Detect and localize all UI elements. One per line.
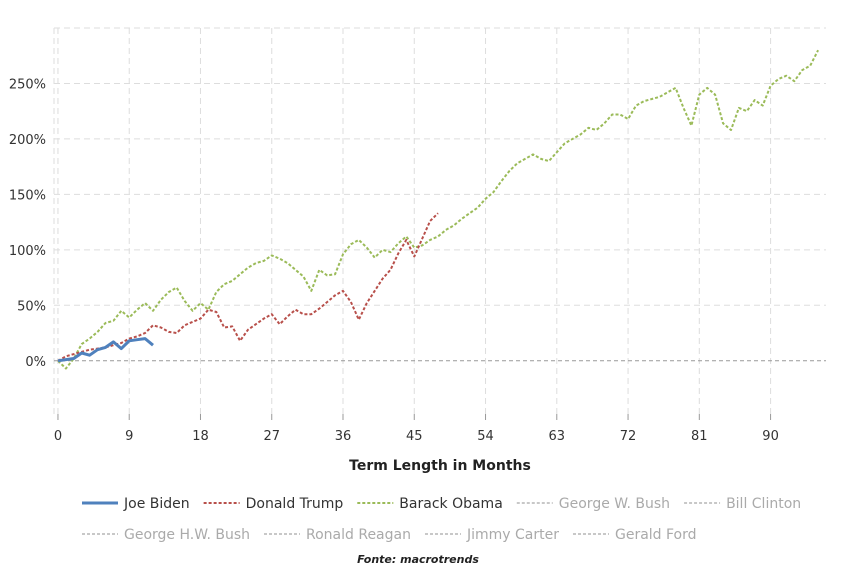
- legend-item[interactable]: George H.W. Bush: [82, 527, 250, 543]
- y-axis-ticks: 0% 50% 100% 150% 200% 250%: [9, 77, 46, 369]
- legend-label: George W. Bush: [559, 496, 670, 512]
- y-tick-label: 150%: [9, 188, 46, 203]
- legend-item[interactable]: Gerald Ford: [572, 527, 697, 543]
- x-tick-label: 54: [477, 429, 494, 444]
- grid: [53, 27, 826, 414]
- series-line-barack-obama: [57, 49, 819, 370]
- x-axis-title: Term Length in Months: [349, 458, 531, 474]
- legend-item[interactable]: Jimmy Carter: [424, 527, 559, 543]
- legend-label: George H.W. Bush: [124, 527, 250, 543]
- series-line-joe-biden: [57, 337, 154, 363]
- legend-label: Bill Clinton: [726, 496, 801, 512]
- legend-label: Donald Trump: [246, 496, 344, 512]
- legend-label: Jimmy Carter: [466, 527, 559, 543]
- y-tick-label: 0%: [25, 355, 46, 370]
- legend-item[interactable]: Ronald Reagan: [264, 527, 411, 543]
- x-tick-label: 45: [406, 429, 423, 444]
- series-lines: [57, 49, 819, 370]
- x-axis-ticks: 0 9 18 27 36 45 54 63 72 81 90: [54, 414, 779, 444]
- legend-item[interactable]: Joe Biden: [82, 496, 190, 512]
- legend-item[interactable]: Donald Trump: [203, 496, 344, 512]
- source-note: Fonte: macrotrends: [357, 553, 479, 566]
- x-tick-label: 63: [549, 429, 566, 444]
- x-tick-label: 90: [762, 429, 779, 444]
- x-tick-label: 0: [54, 429, 62, 444]
- y-tick-label: 250%: [9, 77, 46, 92]
- legend-item[interactable]: Bill Clinton: [684, 496, 801, 512]
- legend-item[interactable]: Barack Obama: [357, 496, 503, 512]
- x-tick-label: 81: [691, 429, 708, 444]
- x-tick-label: 27: [263, 429, 280, 444]
- x-tick-label: 72: [620, 429, 637, 444]
- y-tick-label: 100%: [9, 244, 46, 259]
- legend-item[interactable]: George W. Bush: [516, 496, 670, 512]
- legend: Joe Biden Donald Trump Barack Obama George …: [82, 496, 801, 543]
- legend-label: Barack Obama: [399, 496, 502, 512]
- series-line-donald-trump: [57, 212, 439, 362]
- x-tick-label: 18: [192, 429, 209, 444]
- y-tick-label: 200%: [9, 133, 46, 148]
- y-tick-label: 50%: [17, 299, 46, 314]
- x-tick-label: 9: [125, 429, 133, 444]
- x-tick-label: 36: [335, 429, 352, 444]
- legend-label: Ronald Reagan: [306, 527, 411, 543]
- legend-label: Gerald Ford: [615, 527, 697, 543]
- legend-label: Joe Biden: [123, 496, 190, 512]
